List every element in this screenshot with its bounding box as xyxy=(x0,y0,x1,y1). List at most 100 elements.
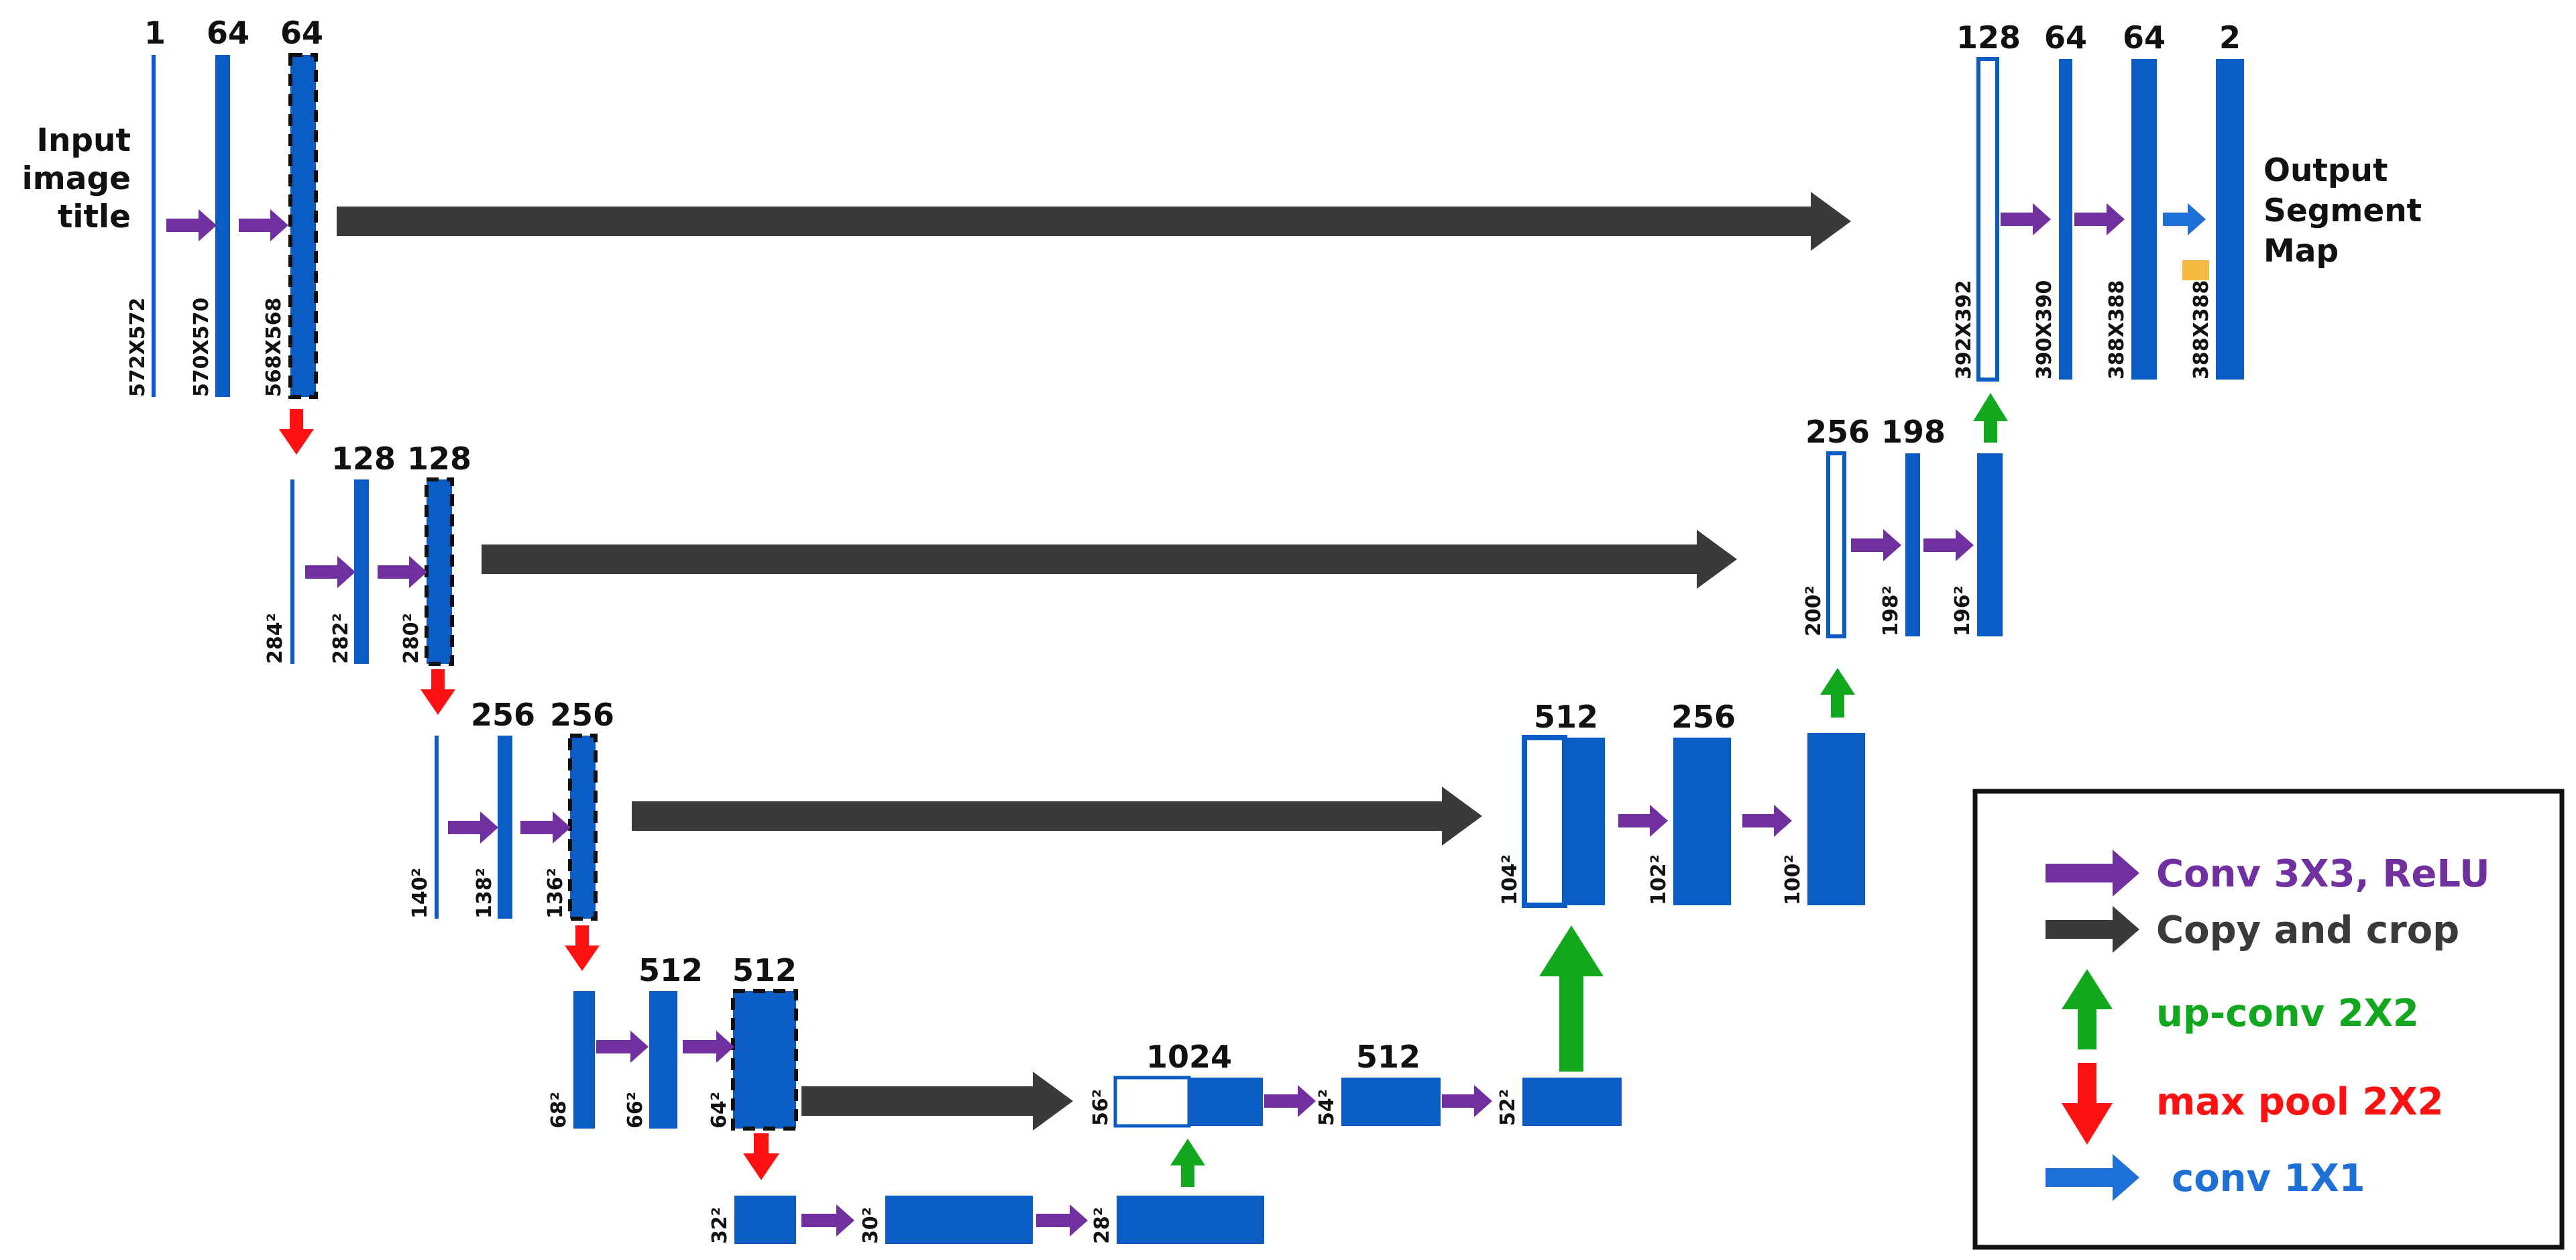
dim-label-14: 30² xyxy=(859,1207,883,1244)
channel-label-22: 256 xyxy=(1805,414,1870,450)
feature-map-3 xyxy=(288,53,318,399)
legend-label-conv: Conv 3X3, ReLU xyxy=(2156,852,2490,896)
dim-label-12: 64² xyxy=(708,1092,731,1129)
channel-label-5: 128 xyxy=(331,441,396,477)
legend-max-pool-icon xyxy=(2062,1063,2113,1145)
dim-label-2: 570X570 xyxy=(190,298,213,397)
feature-map-22-copy-half xyxy=(1826,451,1846,638)
legend-label-copy-crop: Copy and crop xyxy=(2156,909,2459,952)
up-conv-arrow xyxy=(1973,393,2008,443)
up-conv-arrow xyxy=(1539,925,1604,1072)
channel-label-23: 198 xyxy=(1881,414,1946,450)
copy-crop-arrow xyxy=(632,787,1482,846)
copy-crop-arrow xyxy=(801,1072,1073,1131)
up-conv-arrows xyxy=(1170,393,2008,1187)
dim-label-1: 572X572 xyxy=(126,298,150,397)
feature-map-21 xyxy=(1807,733,1865,905)
copy-crop-arrows xyxy=(337,192,1851,1131)
max-pool-arrow xyxy=(279,409,314,455)
conv-arrow xyxy=(2001,203,2051,235)
feature-map-27 xyxy=(2131,59,2157,380)
dim-label-24: 196² xyxy=(1951,585,1974,636)
channel-label-26: 64 xyxy=(2044,19,2087,56)
conv-arrow xyxy=(520,811,571,844)
feature-map-28 xyxy=(2216,59,2244,380)
dim-label-23: 198² xyxy=(1879,585,1903,636)
feature-map-6 xyxy=(425,477,454,666)
conv-arrow xyxy=(801,1204,854,1237)
feature-map-14 xyxy=(885,1196,1033,1244)
channel-label-27: 64 xyxy=(2123,19,2166,56)
channel-label-2: 64 xyxy=(207,15,249,51)
feature-map-12 xyxy=(731,989,798,1131)
conv-arrow xyxy=(1742,805,1792,837)
feature-map-13 xyxy=(734,1196,796,1244)
dim-label-5: 282² xyxy=(329,613,353,664)
channel-label-20: 256 xyxy=(1671,699,1736,735)
dim-label-20: 102² xyxy=(1647,854,1671,905)
channel-label-11: 512 xyxy=(638,952,703,988)
dim-label-16: 56² xyxy=(1089,1089,1113,1126)
channel-label-28: 2 xyxy=(2219,19,2241,56)
feature-map-7 xyxy=(435,736,439,919)
conv-arrow xyxy=(166,209,217,241)
dim-label-17: 54² xyxy=(1315,1089,1339,1126)
dim-label-25: 392X392 xyxy=(1952,280,1976,380)
conv-arrow xyxy=(1618,805,1668,837)
feature-map-23 xyxy=(1905,453,1920,636)
dim-label-22: 200² xyxy=(1802,585,1826,636)
crop-highlight xyxy=(2182,260,2209,280)
feature-map-10 xyxy=(573,991,595,1129)
channel-label-9: 256 xyxy=(550,697,614,733)
feature-map-26 xyxy=(2059,59,2072,380)
copy-crop-arrow xyxy=(482,530,1737,589)
conv-arrow xyxy=(305,556,355,588)
output-label-line-3: Map xyxy=(2263,233,2339,270)
input-label-line-2: image xyxy=(22,160,131,197)
feature-map-1 xyxy=(152,55,156,397)
feature-map-4 xyxy=(290,479,294,664)
conv-arrow xyxy=(1851,529,1901,561)
copy-crop-arrow xyxy=(337,192,1851,251)
dim-label-11: 66² xyxy=(624,1092,647,1129)
feature-map-25-copy-half xyxy=(1976,57,1999,382)
feature-map-15 xyxy=(1117,1196,1264,1244)
dim-label-18: 52² xyxy=(1496,1089,1520,1126)
feature-map-11 xyxy=(649,991,677,1129)
feature-map-16-copy-half xyxy=(1113,1076,1191,1128)
conv-arrow xyxy=(1264,1085,1316,1117)
channel-label-17: 512 xyxy=(1356,1039,1420,1075)
max-pool-arrow xyxy=(743,1133,779,1180)
conv1x1-arrow xyxy=(2163,203,2206,235)
channel-label-6: 128 xyxy=(407,441,471,477)
output-label: Output Segment Map xyxy=(2263,152,2422,270)
legend-up-conv-icon xyxy=(2062,969,2113,1049)
dim-label-19: 104² xyxy=(1498,854,1522,905)
feature-map-9 xyxy=(568,734,598,921)
dim-label-27: 388X388 xyxy=(2105,280,2129,380)
output-label-line-2: Segment xyxy=(2263,192,2422,229)
feature-map-19-copy-half xyxy=(1522,735,1567,908)
output-label-line-1: Output xyxy=(2263,152,2388,189)
dim-label-13: 32² xyxy=(708,1207,732,1244)
conv-arrow xyxy=(1036,1204,1088,1237)
conv-arrow xyxy=(2074,203,2125,235)
dim-label-7: 140² xyxy=(408,868,432,919)
conv-arrow xyxy=(683,1031,734,1063)
input-label: Input image title xyxy=(22,122,131,235)
feature-map-20 xyxy=(1673,738,1731,905)
feature-map-17 xyxy=(1341,1078,1441,1126)
dim-label-4: 284² xyxy=(264,613,287,664)
dim-label-28: 388X388 xyxy=(2190,280,2213,380)
conv-arrows xyxy=(166,203,2125,1237)
dim-label-10: 68² xyxy=(547,1092,571,1129)
max-pool-arrows xyxy=(279,409,779,1180)
dim-label-26: 390X390 xyxy=(2033,280,2056,380)
up-conv-arrow xyxy=(1170,1139,1205,1187)
legend-label-up-conv: up-conv 2X2 xyxy=(2156,992,2419,1035)
conv-arrow xyxy=(239,209,288,241)
legend-conv1x1-icon xyxy=(2046,1154,2139,1201)
channel-label-3: 64 xyxy=(280,15,323,51)
dim-label-15: 28² xyxy=(1090,1207,1114,1244)
